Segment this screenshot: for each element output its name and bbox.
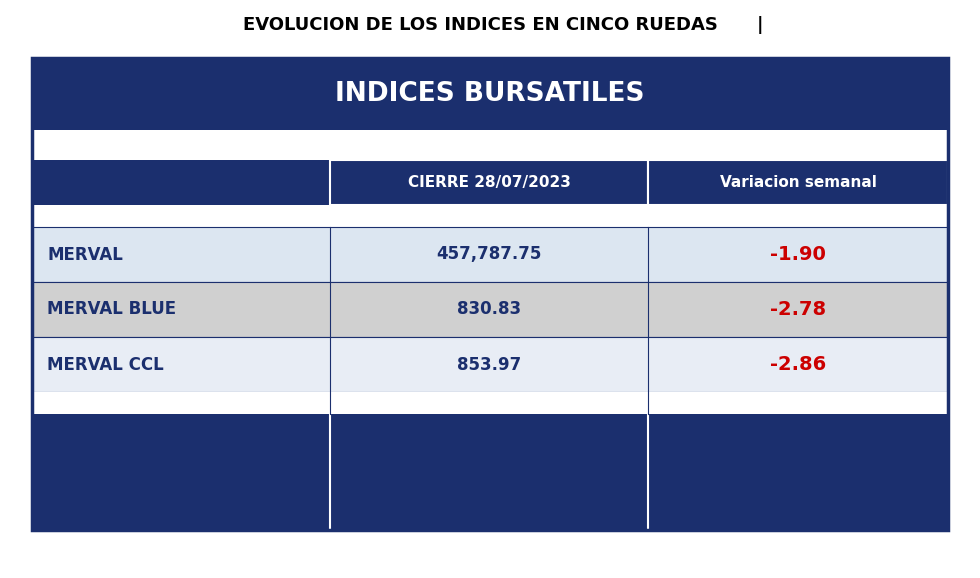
Text: 830.83: 830.83: [457, 301, 521, 318]
Text: MERVAL BLUE: MERVAL BLUE: [47, 301, 176, 318]
FancyBboxPatch shape: [32, 414, 948, 530]
Text: MERVAL CCL: MERVAL CCL: [47, 355, 164, 373]
Text: EVOLUCION DE LOS INDICES EN CINCO RUEDAS: EVOLUCION DE LOS INDICES EN CINCO RUEDAS: [243, 16, 717, 34]
FancyBboxPatch shape: [32, 227, 948, 282]
FancyBboxPatch shape: [32, 392, 948, 414]
FancyBboxPatch shape: [32, 130, 948, 160]
FancyBboxPatch shape: [32, 337, 948, 392]
FancyBboxPatch shape: [32, 282, 948, 337]
Text: Variacion semanal: Variacion semanal: [719, 175, 876, 190]
Text: 853.97: 853.97: [457, 355, 521, 373]
Text: INDICES BURSATILES: INDICES BURSATILES: [335, 81, 645, 107]
FancyBboxPatch shape: [648, 160, 948, 205]
Text: MERVAL: MERVAL: [47, 246, 122, 264]
FancyBboxPatch shape: [32, 58, 948, 130]
FancyBboxPatch shape: [32, 160, 330, 205]
FancyBboxPatch shape: [330, 160, 648, 205]
Text: |: |: [757, 16, 763, 34]
Text: CIERRE 28/07/2023: CIERRE 28/07/2023: [408, 175, 570, 190]
Text: -2.86: -2.86: [770, 355, 826, 374]
FancyBboxPatch shape: [32, 58, 948, 530]
Text: -1.90: -1.90: [770, 245, 826, 264]
FancyBboxPatch shape: [32, 205, 948, 227]
Text: 457,787.75: 457,787.75: [436, 246, 542, 264]
Text: -2.78: -2.78: [770, 300, 826, 319]
